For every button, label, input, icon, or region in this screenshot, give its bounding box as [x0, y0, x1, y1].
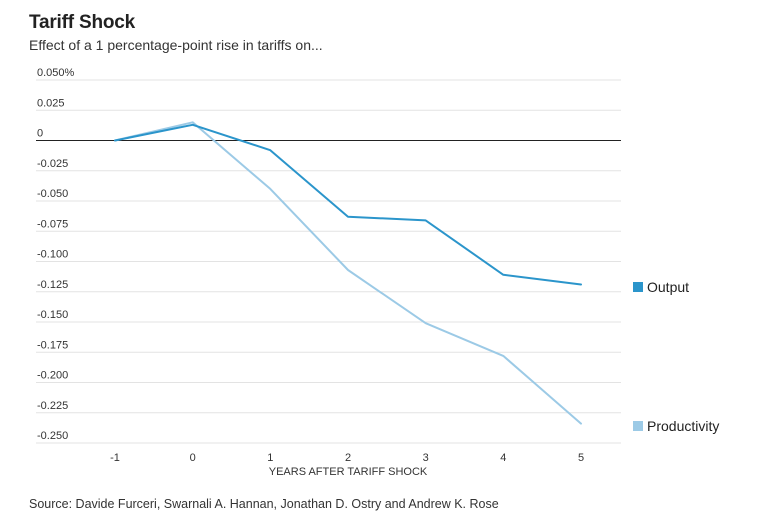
series-lines	[114, 121, 582, 425]
line-chart: 0.050% 0.025 0 -0.025 -0.050 -0.075 -0.100 -0.1…	[36, 67, 719, 478]
x-axis-label: YEARS AFTER TARIFF SHOCK	[269, 466, 428, 478]
y-axis-ticks: 0.050% 0.025 0 -0.025 -0.050 -0.075 -0.100 -0.1…	[37, 67, 75, 442]
x-tick-label: 5	[578, 452, 584, 464]
y-tick-label: -0.025	[37, 158, 68, 170]
series-line-output	[114, 123, 582, 286]
series-line-productivity	[114, 121, 582, 425]
legend-swatch-productivity	[633, 421, 643, 431]
chart-title: Tariff Shock	[29, 12, 135, 33]
y-tick-label: -0.125	[37, 279, 68, 291]
legend-label-output: Output	[647, 279, 689, 295]
x-tick-label: 4	[500, 452, 506, 464]
legend-swatch-output	[633, 282, 643, 292]
y-tick-label: 0.025	[37, 97, 65, 109]
y-tick-label: 0.050%	[37, 67, 75, 79]
y-tick-label: -0.100	[37, 249, 68, 261]
y-tick-label: 0	[37, 128, 43, 140]
y-tick-label: -0.225	[37, 400, 68, 412]
y-tick-label: -0.050	[37, 188, 68, 200]
y-tick-label: -0.150	[37, 309, 68, 321]
y-tick-label: -0.175	[37, 339, 68, 351]
source-note: Source: Davide Furceri, Swarnali A. Hann…	[29, 497, 499, 511]
legend: Output Productivity	[633, 279, 719, 434]
legend-label-productivity: Productivity	[647, 418, 719, 434]
y-tick-label: -0.075	[37, 218, 68, 230]
x-axis-ticks: -1 0 1 2 3 4 5	[110, 452, 584, 464]
chart-subtitle: Effect of a 1 percentage-point rise in t…	[29, 37, 323, 53]
y-tick-label: -0.200	[37, 370, 68, 382]
gridlines	[36, 79, 621, 444]
x-tick-label: 2	[345, 452, 351, 464]
x-tick-label: 0	[190, 452, 196, 464]
x-tick-label: 3	[423, 452, 429, 464]
y-tick-label: -0.250	[37, 430, 68, 442]
x-tick-label: -1	[110, 452, 120, 464]
x-tick-label: 1	[267, 452, 273, 464]
